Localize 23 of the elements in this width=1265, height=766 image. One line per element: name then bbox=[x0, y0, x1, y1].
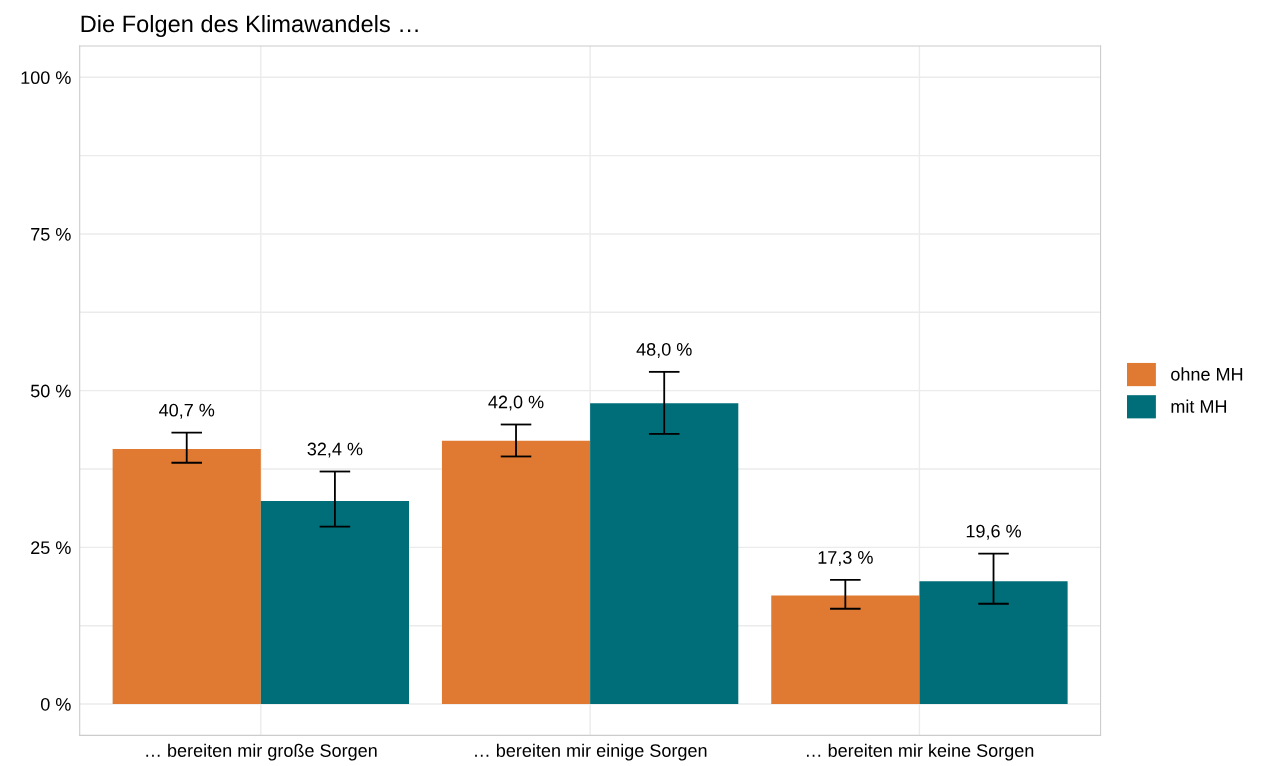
data-label: 48,0 % bbox=[636, 342, 692, 358]
legend-label: mit MH bbox=[1171, 399, 1227, 413]
bar bbox=[260, 500, 409, 705]
x-tick-label: … bereiten mir einige Sorgen bbox=[475, 743, 707, 761]
bar bbox=[919, 581, 1068, 705]
x-tick-label: … bereiten mir keine Sorgen bbox=[806, 743, 1034, 761]
data-label: 40,7 % bbox=[159, 403, 215, 419]
legend-label: ohne MH bbox=[1171, 367, 1243, 381]
y-tick-label: 75 % bbox=[31, 227, 71, 241]
bar bbox=[590, 403, 739, 705]
y-tick-label: 25 % bbox=[31, 541, 71, 555]
bar bbox=[771, 595, 920, 705]
y-tick-label: 0 % bbox=[40, 697, 71, 711]
data-label: 42,0 % bbox=[488, 395, 544, 411]
data-label: 32,4 % bbox=[307, 442, 363, 458]
y-tick-label: 100 % bbox=[21, 71, 71, 85]
bar bbox=[112, 448, 261, 705]
chart-title: Die Folgen des Klimawandels … bbox=[81, 14, 418, 37]
data-label: 19,6 % bbox=[966, 524, 1021, 540]
x-tick-label: … bereiten mir große Sorgen bbox=[146, 743, 377, 761]
bar bbox=[441, 440, 591, 705]
y-tick-label: 50 % bbox=[30, 384, 71, 398]
data-label: 17,3 % bbox=[818, 551, 873, 566]
